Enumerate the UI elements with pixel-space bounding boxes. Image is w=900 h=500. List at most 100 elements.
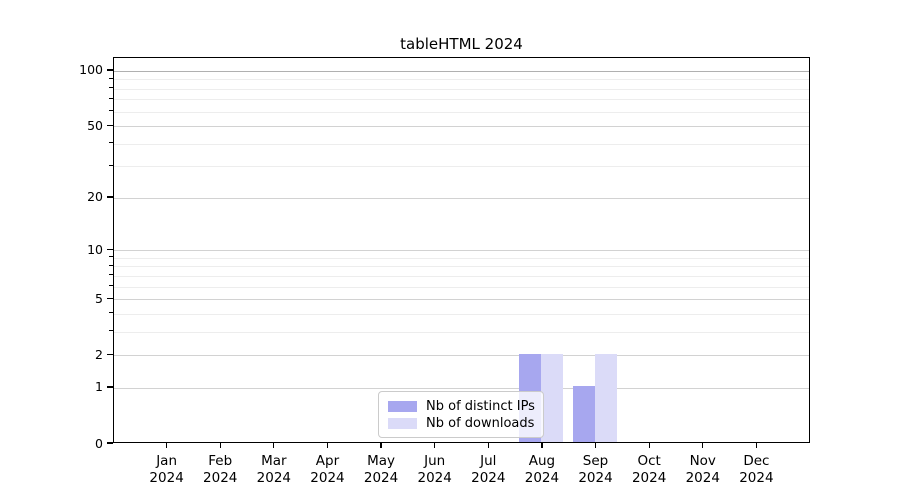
x-tick-mark <box>434 443 436 448</box>
legend-swatch-icon <box>388 418 417 429</box>
y-tick-mark <box>107 386 113 388</box>
legend-swatch-icon <box>388 401 417 412</box>
x-tick-month: Jan <box>156 453 178 469</box>
x-tick-month: Sep <box>582 453 609 469</box>
x-tick-label: Mar 2024 <box>244 453 304 486</box>
x-tick-label: Sep 2024 <box>566 453 626 486</box>
x-tick-mark <box>326 443 329 448</box>
x-tick-month: Aug <box>528 453 556 469</box>
y-minor-tick-mark <box>109 164 113 166</box>
legend-label: Nb of distinct IPs <box>426 399 535 414</box>
x-tick-mark <box>219 443 221 448</box>
major-gridline <box>114 299 809 301</box>
y-tick-label: 10 <box>87 241 103 257</box>
x-tick-month: Mar <box>261 453 287 469</box>
x-tick-year: 2024 <box>524 469 560 486</box>
major-gridline <box>114 126 809 128</box>
y-tick-mark <box>107 69 113 71</box>
x-tick-year: 2024 <box>363 469 399 486</box>
chart-title: tableHTML 2024 <box>400 35 523 53</box>
x-tick-year: 2024 <box>203 469 238 486</box>
y-tick-mark <box>107 196 113 198</box>
x-tick-mark <box>166 443 168 448</box>
minor-gridline <box>114 99 809 101</box>
minor-gridline <box>114 331 809 333</box>
minor-gridline <box>114 266 809 268</box>
x-tick-label: Jun 2024 <box>405 453 465 486</box>
y-tick-mark <box>107 248 113 250</box>
x-tick-month: Apr <box>315 453 340 469</box>
x-tick-month: Jul <box>480 453 497 469</box>
major-gridline <box>114 387 809 389</box>
x-tick-month: Dec <box>743 453 770 469</box>
minor-gridline <box>114 88 809 90</box>
y-tick-label: 5 <box>95 290 103 306</box>
x-tick-month: Feb <box>208 453 233 469</box>
x-tick-mark <box>541 443 543 448</box>
x-tick-mark <box>648 443 650 448</box>
x-tick-month: Jun <box>424 453 446 469</box>
x-tick-label: Oct 2024 <box>619 453 679 486</box>
major-gridline <box>114 197 809 199</box>
x-tick-month: Nov <box>689 453 716 469</box>
x-tick-month: Oct <box>637 453 661 469</box>
bar-nb-of-downloads-sep <box>595 353 618 443</box>
y-tick-mark <box>107 297 113 299</box>
x-tick-label: Nov 2024 <box>673 453 733 486</box>
x-tick-label: Dec 2024 <box>726 453 786 486</box>
minor-gridline <box>114 286 809 288</box>
legend-label: Nb of downloads <box>426 416 535 431</box>
minor-gridline <box>114 275 809 277</box>
y-tick-label: 20 <box>87 189 103 205</box>
x-tick-year: 2024 <box>578 469 613 486</box>
x-tick-mark <box>487 443 489 448</box>
minor-gridline <box>114 143 809 145</box>
minor-gridline <box>114 166 809 168</box>
x-tick-year: 2024 <box>631 469 667 486</box>
legend-item: Nb of downloads <box>385 415 537 432</box>
x-tick-mark <box>594 443 597 448</box>
y-tick-mark <box>107 124 113 126</box>
y-minor-tick-mark <box>109 110 113 112</box>
minor-gridline <box>114 257 809 259</box>
x-tick-label: Aug 2024 <box>512 453 572 486</box>
y-minor-tick-mark <box>109 285 113 287</box>
y-minor-tick-mark <box>109 97 113 99</box>
y-minor-tick-mark <box>109 312 113 314</box>
y-minor-tick-mark <box>109 330 113 332</box>
x-tick-label: Feb 2024 <box>190 453 250 486</box>
plot-area <box>113 57 810 443</box>
y-minor-tick-mark <box>109 274 113 276</box>
x-tick-mark <box>702 443 704 448</box>
x-tick-mark <box>273 443 275 448</box>
x-tick-label: May 2024 <box>351 453 411 486</box>
x-tick-label: Jan 2024 <box>137 453 197 486</box>
minor-gridline <box>114 79 809 81</box>
legend: Nb of distinct IPs Nb of downloads <box>378 391 544 438</box>
y-tick-mark <box>107 442 113 444</box>
x-tick-year: 2024 <box>471 469 506 486</box>
x-tick-month: May <box>367 453 396 469</box>
y-tick-label: 0 <box>95 435 103 451</box>
x-tick-year: 2024 <box>149 469 184 486</box>
y-minor-tick-mark <box>109 264 113 266</box>
x-tick-year: 2024 <box>310 469 345 486</box>
major-gridline <box>114 70 809 72</box>
x-tick-year: 2024 <box>685 469 720 486</box>
y-tick-label: 50 <box>87 117 103 133</box>
x-tick-year: 2024 <box>256 469 292 486</box>
legend-item: Nb of distinct IPs <box>385 398 537 415</box>
x-tick-year: 2024 <box>739 469 774 486</box>
bar-nb-of-distinct-ips-sep <box>573 386 596 443</box>
y-tick-label: 2 <box>95 346 103 362</box>
y-minor-tick-mark <box>109 256 113 258</box>
minor-gridline <box>114 313 809 315</box>
major-gridline <box>114 250 809 252</box>
x-tick-year: 2024 <box>417 469 452 486</box>
minor-gridline <box>114 111 809 113</box>
major-gridline <box>114 355 809 357</box>
y-minor-tick-mark <box>109 142 113 144</box>
x-tick-mark <box>755 443 757 448</box>
x-tick-label: Jul 2024 <box>458 453 518 486</box>
